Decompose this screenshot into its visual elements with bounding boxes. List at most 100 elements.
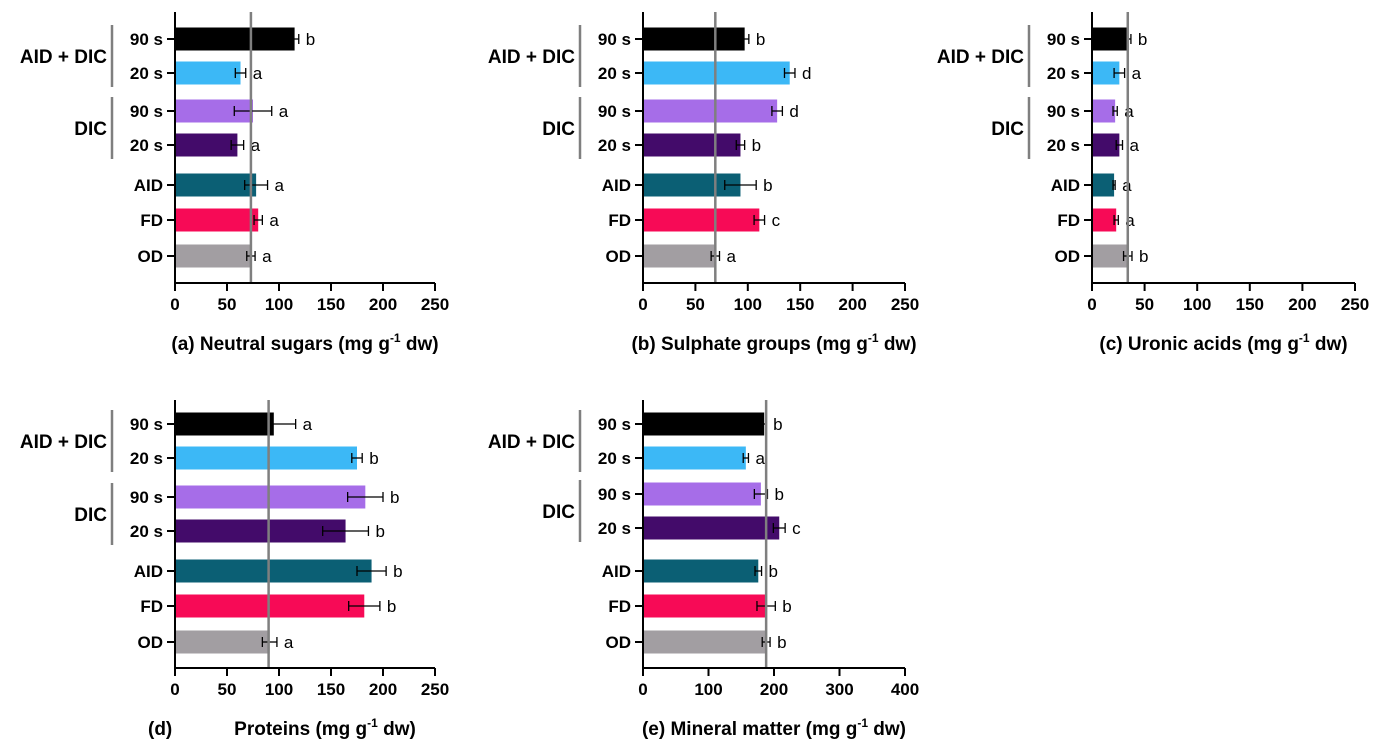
bar	[643, 27, 745, 51]
x-tick-label: 100	[694, 680, 722, 699]
significance-letter: b	[375, 522, 384, 541]
significance-letter: b	[773, 415, 782, 434]
row-label: FD	[140, 211, 163, 230]
significance-letter: b	[752, 136, 761, 155]
group-label: AID + DIC	[488, 47, 575, 68]
significance-letter: a	[262, 247, 272, 266]
significance-letter: a	[1130, 136, 1140, 155]
bar	[175, 99, 253, 123]
significance-letter: b	[782, 597, 791, 616]
significance-letter: b	[393, 562, 402, 581]
x-tick-label: 0	[638, 295, 647, 314]
x-tick-label: 150	[317, 295, 345, 314]
bar	[1092, 244, 1128, 268]
significance-letter: a	[275, 176, 285, 195]
row-label: OD	[606, 633, 632, 652]
bar	[1092, 173, 1115, 197]
group-label: DIC	[542, 502, 575, 523]
row-label: 20 s	[130, 522, 163, 541]
bar	[643, 446, 746, 470]
row-label: OD	[1055, 247, 1081, 266]
x-tick-label: 250	[421, 295, 449, 314]
row-label: 90 s	[130, 415, 163, 434]
bar	[643, 594, 767, 618]
row-label: OD	[138, 247, 164, 266]
bar	[175, 485, 366, 509]
row-label: 90 s	[598, 30, 631, 49]
x-tick-label: 100	[1183, 295, 1211, 314]
x-tick-label: 250	[421, 680, 449, 699]
x-tick-label: 0	[1087, 295, 1096, 314]
x-tick-label: 0	[170, 295, 179, 314]
x-tick-label: 300	[825, 680, 853, 699]
x-tick-label: 50	[218, 295, 237, 314]
bar	[175, 61, 241, 85]
x-tick-label: 50	[686, 295, 705, 314]
significance-letter: b	[387, 597, 396, 616]
bar	[1092, 27, 1128, 51]
significance-letter: a	[269, 211, 279, 230]
row-label: AID	[134, 176, 163, 195]
x-axis-label: Proteins (mg g-1 dw)	[234, 716, 416, 740]
group-label: AID + DIC	[20, 432, 107, 453]
significance-letter: a	[251, 136, 261, 155]
row-label: 20 s	[598, 64, 631, 83]
x-tick-label: 0	[170, 680, 179, 699]
significance-letter: a	[727, 247, 737, 266]
significance-letter: a	[1125, 211, 1135, 230]
group-label: AID + DIC	[488, 432, 575, 453]
bar	[643, 559, 759, 583]
x-tick-label: 400	[891, 680, 919, 699]
x-tick-label: 100	[265, 295, 293, 314]
row-label: 90 s	[130, 488, 163, 507]
bar	[1092, 61, 1120, 85]
row-label: OD	[606, 247, 632, 266]
row-label: 20 s	[598, 519, 631, 538]
panel-letter: (d)	[148, 719, 172, 740]
bar	[175, 412, 274, 436]
row-label: FD	[1057, 211, 1080, 230]
x-tick-label: 250	[1341, 295, 1369, 314]
row-label: 90 s	[598, 485, 631, 504]
significance-letter: b	[774, 485, 783, 504]
group-label: DIC	[74, 119, 107, 140]
bar	[643, 244, 716, 268]
bar	[1092, 133, 1120, 157]
bar	[643, 630, 767, 654]
group-label: DIC	[74, 505, 107, 526]
group-label: AID + DIC	[20, 47, 107, 68]
row-label: 90 s	[598, 102, 631, 121]
significance-letter: b	[763, 176, 772, 195]
significance-letter: b	[769, 562, 778, 581]
bar	[175, 208, 259, 232]
x-tick-label: 150	[786, 295, 814, 314]
group-label: DIC	[542, 119, 575, 140]
significance-letter: b	[306, 30, 315, 49]
significance-letter: b	[777, 633, 786, 652]
significance-letter: c	[772, 211, 781, 230]
row-label: 90 s	[130, 102, 163, 121]
x-tick-label: 50	[218, 680, 237, 699]
bar	[175, 559, 372, 583]
significance-letter: a	[1124, 102, 1134, 121]
significance-letter: b	[369, 449, 378, 468]
x-axis-label: (b) Sulphate groups (mg g-1 dw)	[631, 331, 916, 355]
x-tick-label: 200	[369, 295, 397, 314]
x-tick-label: 100	[734, 295, 762, 314]
bar	[643, 208, 760, 232]
row-label: 20 s	[598, 136, 631, 155]
bar	[175, 519, 346, 543]
bar	[643, 482, 761, 506]
bar	[643, 412, 765, 436]
row-label: 20 s	[1047, 64, 1080, 83]
row-label: FD	[608, 597, 631, 616]
bar	[175, 446, 357, 470]
row-label: FD	[140, 597, 163, 616]
x-tick-label: 200	[838, 295, 866, 314]
row-label: 90 s	[1047, 30, 1080, 49]
significance-letter: b	[756, 30, 765, 49]
significance-letter: a	[284, 633, 294, 652]
